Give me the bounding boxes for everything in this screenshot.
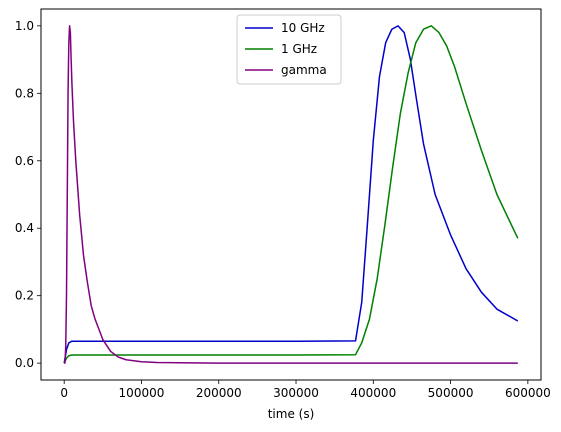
x-tick-label: 400000 — [350, 386, 396, 400]
legend-label: 1 GHz — [281, 42, 317, 56]
x-tick-label: 0 — [60, 386, 68, 400]
legend: 10 GHz 1 GHz gamma — [236, 14, 342, 85]
plot-frame — [40, 8, 542, 381]
x-tick-label: 600000 — [505, 386, 551, 400]
legend-label: 10 GHz — [281, 21, 325, 35]
legend-label: gamma — [281, 63, 327, 77]
x-axis-label: time (s) — [268, 407, 315, 421]
legend-box — [236, 14, 342, 85]
y-tick-label: 0.6 — [15, 154, 34, 168]
series-line-10-ghz — [63, 25, 519, 364]
x-tick-label: 200000 — [196, 386, 242, 400]
x-tick-label: 300000 — [273, 386, 319, 400]
y-tick-label: 0.2 — [15, 289, 34, 303]
y-axis: 0.0 0.2 0.4 0.6 0.8 1.0 — [15, 19, 41, 370]
x-tick-label: 100000 — [119, 386, 165, 400]
series-line-gamma — [64, 25, 518, 364]
x-tick-label: 500000 — [428, 386, 474, 400]
y-tick-label: 0.0 — [15, 356, 34, 370]
series-line-1-ghz — [63, 25, 519, 364]
y-tick-label: 0.4 — [15, 221, 34, 235]
x-axis: 0 100000 200000 300000 400000 500000 600000 — [60, 380, 551, 400]
y-tick-label: 0.8 — [15, 86, 34, 100]
series-layer — [63, 25, 519, 364]
y-tick-label: 1.0 — [15, 19, 34, 33]
